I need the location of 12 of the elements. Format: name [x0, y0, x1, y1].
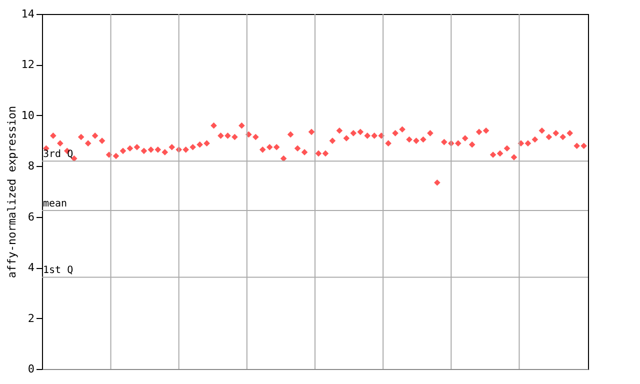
- y-axis-title: affy-normalized expression: [5, 106, 18, 278]
- ref-line-label: 3rd Q: [43, 149, 74, 160]
- y-tick-label: 2: [28, 312, 34, 325]
- y-tick-label: 8: [28, 160, 34, 173]
- y-tick-label: 4: [28, 261, 35, 274]
- y-tick-label: 10: [21, 108, 34, 122]
- y-tick-label: 12: [21, 58, 34, 72]
- y-tick-label: 0: [28, 362, 34, 376]
- ref-line-label: mean: [43, 198, 68, 210]
- ref-line-label: 1st Q: [43, 265, 74, 276]
- y-tick-label: 6: [28, 210, 34, 224]
- y-tick-label: 14: [21, 8, 35, 20]
